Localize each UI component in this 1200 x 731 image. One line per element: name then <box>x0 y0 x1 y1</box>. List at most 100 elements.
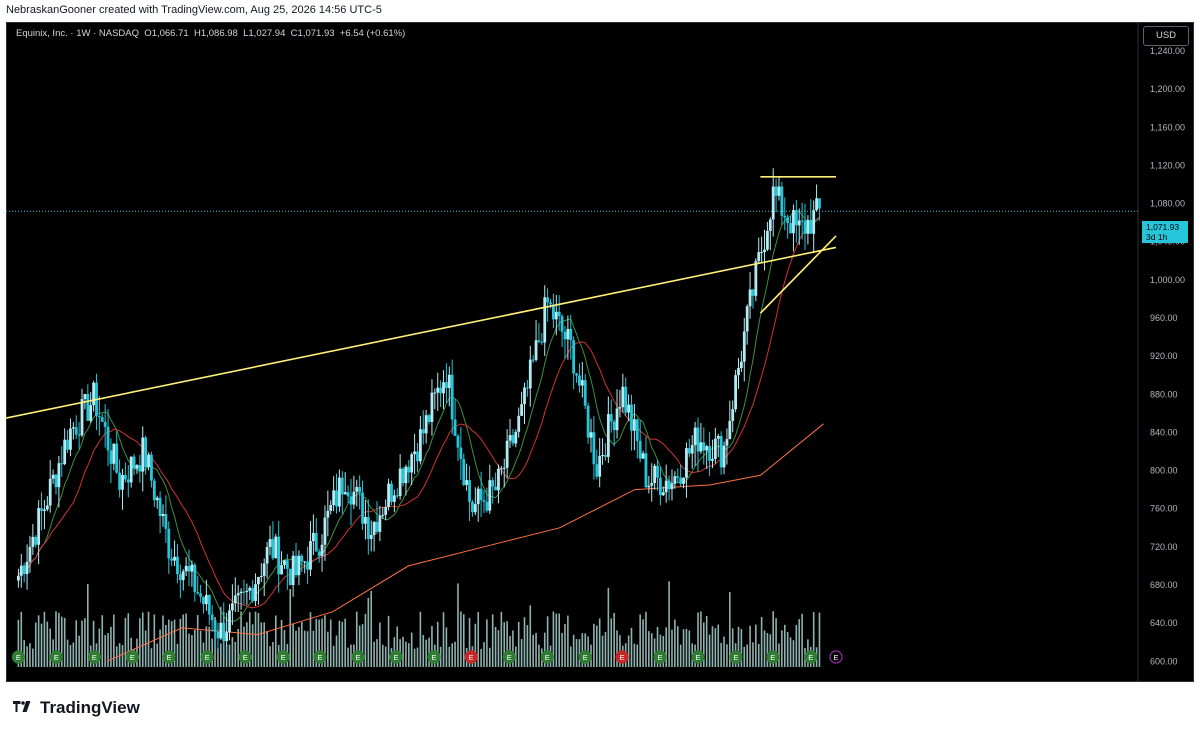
candle-body <box>803 220 807 234</box>
candle-body <box>352 491 356 505</box>
candle-body <box>126 479 130 483</box>
candle-body <box>332 490 336 506</box>
candle-body <box>554 311 558 320</box>
volume-bar <box>520 639 523 667</box>
earnings-marker: E <box>829 650 843 664</box>
volume-bar <box>37 615 40 667</box>
candle-body <box>251 587 255 602</box>
candle-body <box>771 186 775 220</box>
candle-body <box>392 495 396 502</box>
y-tick-label: 640.00 <box>1150 618 1178 628</box>
volume-bar <box>555 613 558 667</box>
volume-bar <box>700 611 702 667</box>
candle-body <box>225 632 229 642</box>
candle-body <box>815 198 818 211</box>
volume-bar <box>515 646 517 667</box>
candle-body <box>89 405 93 421</box>
volume-bar <box>384 646 387 667</box>
earnings-marker-label: E <box>281 653 286 662</box>
symbol-label[interactable]: Equinix, Inc. · 1W · NASDAQ <box>16 28 140 39</box>
volume-bar <box>301 622 303 667</box>
volume-bar <box>682 629 685 667</box>
candle-body <box>734 375 738 410</box>
volume-bar <box>75 620 78 667</box>
volume-bar <box>503 622 506 667</box>
volume-bar <box>381 644 384 667</box>
volume-bar <box>194 629 196 667</box>
candle-body <box>77 434 81 436</box>
candle-body <box>358 487 362 493</box>
candle-body <box>144 437 148 468</box>
candle-body <box>439 387 443 394</box>
volume-bar <box>431 625 433 667</box>
volume-bar <box>263 622 266 667</box>
volume-bar <box>755 624 757 667</box>
candle-body <box>667 480 671 490</box>
candle-body <box>632 419 636 431</box>
candle-body <box>364 516 367 524</box>
price-chart[interactable]: 1,240.00 1,200.00 1,160.00 1,120.00 1,080.00… <box>6 22 1194 682</box>
earnings-marker: E <box>49 650 64 664</box>
candle-body <box>685 448 688 478</box>
volume-bar <box>327 631 329 667</box>
candle-body <box>742 331 746 362</box>
volume-bar <box>266 630 268 667</box>
volume-bar <box>387 615 390 667</box>
candle-body <box>621 386 625 408</box>
volume-bar <box>642 619 644 667</box>
earnings-marker-label: E <box>317 653 322 662</box>
volume-bar <box>711 626 714 667</box>
volume-bar <box>63 617 66 667</box>
volume-bar <box>165 625 167 667</box>
volume-bar <box>107 633 109 667</box>
volume-bar <box>23 640 25 667</box>
candle-body <box>97 416 101 418</box>
volume-bar <box>318 619 320 667</box>
candle-body <box>158 497 162 517</box>
y-tick-label: 960.00 <box>1150 313 1178 323</box>
volume-bar <box>439 646 442 667</box>
volume-bar <box>460 611 462 667</box>
y-tick-label: 1,080.00 <box>1150 199 1185 209</box>
candle-body <box>129 456 133 483</box>
earnings-marker-circle <box>578 650 592 664</box>
volume-bar <box>280 619 283 667</box>
candle-body <box>283 560 286 566</box>
earnings-marker-label: E <box>734 653 739 662</box>
volume-bar <box>43 611 46 667</box>
earnings-marker: E <box>200 650 214 664</box>
earnings-marker-circle <box>829 650 843 664</box>
candle-body <box>202 596 205 605</box>
candle-body <box>430 392 434 422</box>
volume-bar <box>425 639 427 667</box>
candle-body <box>242 591 246 593</box>
currency-button[interactable]: USD <box>1143 26 1189 46</box>
volume-bar <box>379 622 381 667</box>
volume-bar <box>338 620 341 667</box>
candle-body <box>459 447 463 460</box>
volume-bar <box>127 613 130 667</box>
volume-bar <box>454 641 456 667</box>
candle-body <box>152 480 156 501</box>
earnings-marker-label: E <box>92 653 97 662</box>
candle-body <box>86 394 90 421</box>
candle-body <box>670 483 674 490</box>
candle-body <box>508 435 512 441</box>
earnings-marker-circle <box>313 650 327 664</box>
candle-body <box>754 261 758 296</box>
candle-body <box>48 478 52 506</box>
y-tick-label: 720.00 <box>1150 542 1178 552</box>
candle-body <box>398 468 402 497</box>
candle-body <box>606 414 610 457</box>
candle-body <box>653 465 657 484</box>
candle-body <box>488 480 492 511</box>
volume-bar <box>757 644 760 667</box>
candle-body <box>525 387 529 389</box>
candle-body <box>254 584 257 602</box>
chart-frame[interactable] <box>6 22 1194 682</box>
y-tick-label: 880.00 <box>1150 389 1178 399</box>
candle-body <box>245 590 249 592</box>
candle-body <box>560 316 564 332</box>
volume-bar <box>462 614 465 667</box>
candle-body <box>792 210 795 234</box>
